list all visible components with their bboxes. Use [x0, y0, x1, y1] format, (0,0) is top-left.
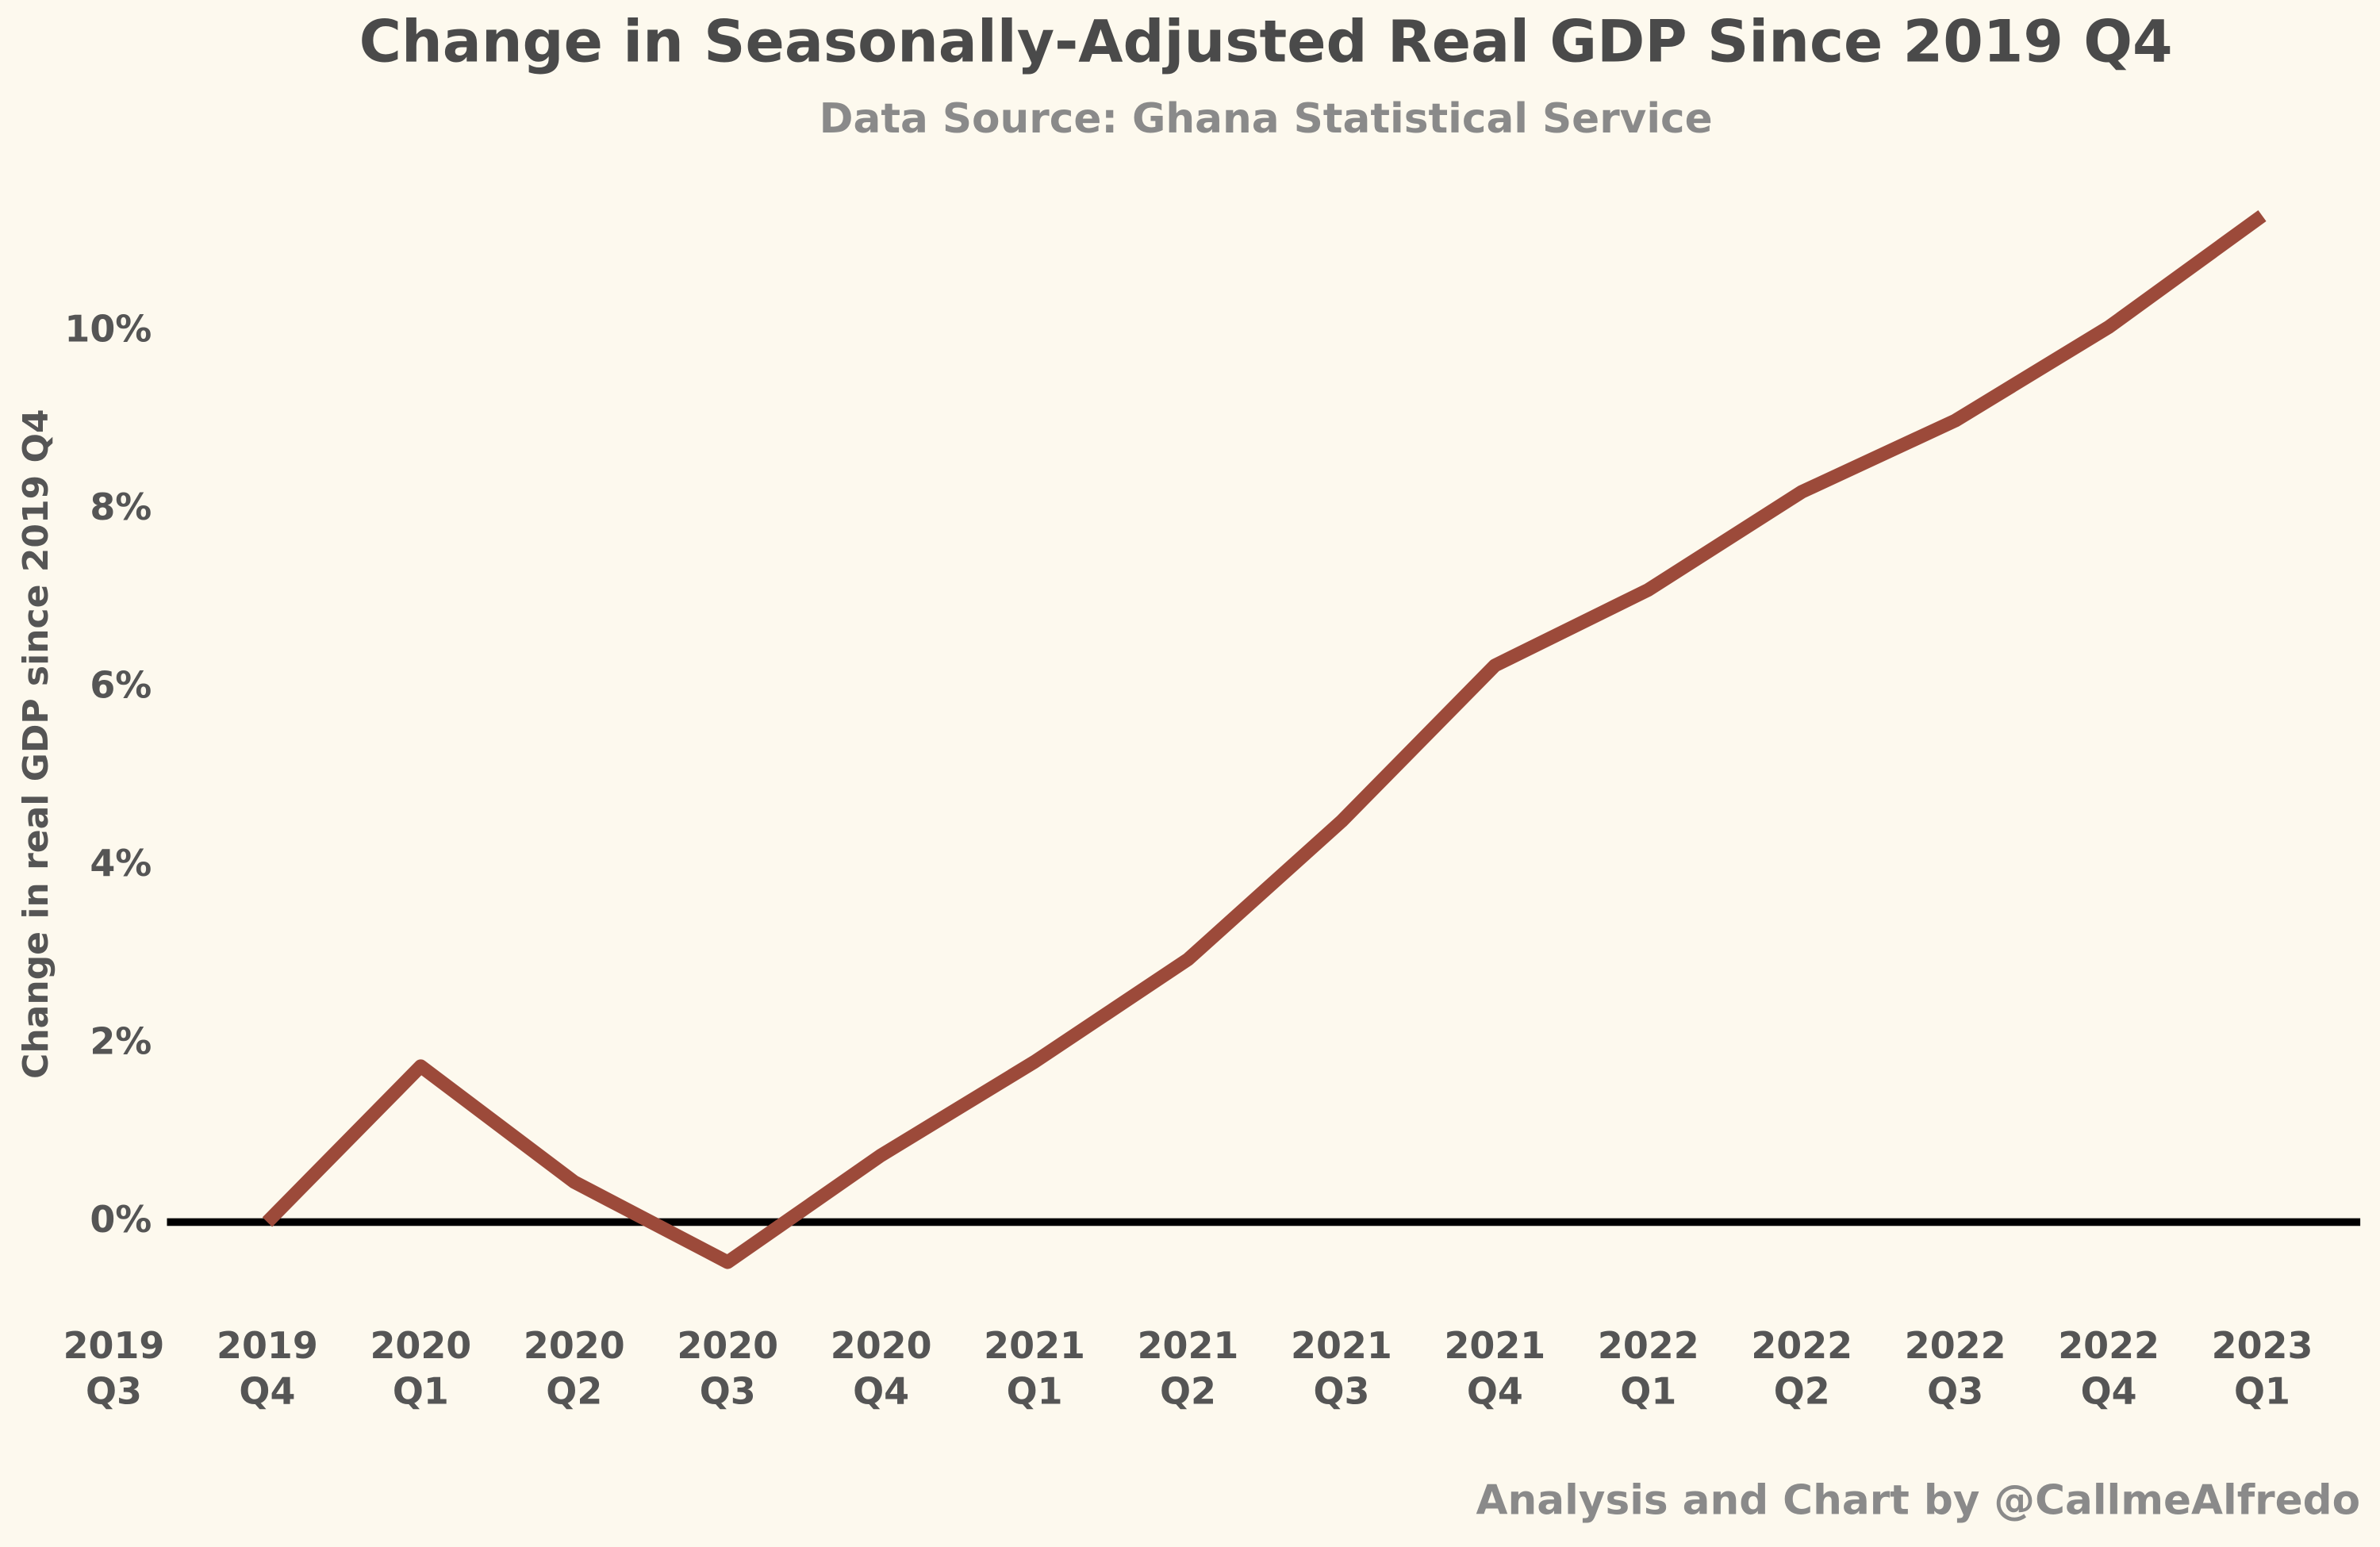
- y-tick-label: 8%: [90, 486, 152, 528]
- x-tick-label: 2022 Q3: [1905, 1324, 2006, 1412]
- x-tick-label: 2023 Q1: [2212, 1324, 2313, 1412]
- x-tick-label: 2022 Q1: [1598, 1324, 1699, 1412]
- x-tick-label: 2020 Q1: [370, 1324, 471, 1412]
- x-tick-label-line: Q1: [2234, 1369, 2290, 1412]
- y-tick-label: 2%: [90, 1019, 152, 1062]
- x-tick-label: 2019 Q4: [217, 1324, 318, 1412]
- x-tick-label-line: 2021: [1444, 1324, 1545, 1367]
- y-tick-label: 0%: [90, 1198, 152, 1241]
- x-tick-label-line: Q4: [2081, 1369, 2137, 1412]
- x-tick-label: 2022 Q4: [2058, 1324, 2159, 1412]
- x-tick-label: 2022 Q2: [1751, 1324, 1852, 1412]
- x-tick-label-line: 2021: [1291, 1324, 1392, 1367]
- x-tick-label-line: Q1: [1007, 1369, 1063, 1412]
- x-tick-label: 2021 Q4: [1444, 1324, 1545, 1412]
- x-tick-label: 2021 Q1: [984, 1324, 1085, 1412]
- x-tick-label-line: Q3: [700, 1369, 756, 1412]
- x-tick-label-line: 2019: [217, 1324, 318, 1367]
- x-tick-label: 2020 Q3: [677, 1324, 778, 1412]
- x-tick-label: 2019 Q3: [63, 1324, 165, 1412]
- y-tick-label: 10%: [64, 307, 152, 350]
- x-tick-label-line: 2020: [831, 1324, 932, 1367]
- x-tick-label: 2021 Q2: [1138, 1324, 1239, 1412]
- x-tick-label-line: Q2: [1774, 1369, 1830, 1412]
- x-tick-label: 2021 Q3: [1291, 1324, 1392, 1412]
- x-tick-label-line: 2020: [524, 1324, 625, 1367]
- x-tick-label-line: 2022: [1905, 1324, 2006, 1367]
- x-tick-label-line: 2021: [984, 1324, 1085, 1367]
- x-tick-label-line: Q4: [1467, 1369, 1523, 1412]
- chart-title: Change in Seasonally-Adjusted Real GDP S…: [359, 10, 2173, 76]
- x-tick-label-line: 2022: [2058, 1324, 2159, 1367]
- x-tick-label-line: 2020: [677, 1324, 778, 1367]
- x-tick-label-line: Q3: [86, 1369, 142, 1412]
- y-tick-label: 6%: [90, 663, 152, 706]
- x-tick-label-line: Q3: [1313, 1369, 1369, 1412]
- x-tick-label-line: 2022: [1751, 1324, 1852, 1367]
- x-tick-label-line: Q2: [1160, 1369, 1216, 1412]
- y-axis-label: Change in real GDP since 2019 Q4: [16, 409, 56, 1078]
- x-tick-label-line: Q2: [546, 1369, 602, 1412]
- x-tick-label-line: Q4: [239, 1369, 295, 1412]
- x-tick-label: 2020 Q4: [831, 1324, 932, 1412]
- x-tick-label-line: 2019: [63, 1324, 165, 1367]
- x-tick-label-line: Q4: [853, 1369, 909, 1412]
- footer: Analysis and Chart by @CallmeAlfredo: [1476, 1476, 2361, 1524]
- x-tick-label-line: 2020: [370, 1324, 471, 1367]
- line-series: [262, 209, 2267, 1269]
- x-tick-label-line: Q3: [1927, 1369, 1983, 1412]
- x-tick-label-line: 2023: [2212, 1324, 2313, 1367]
- x-tick-label-line: 2021: [1138, 1324, 1239, 1367]
- x-tick-label-line: Q1: [393, 1369, 449, 1412]
- x-tick-label: 2020 Q2: [524, 1324, 625, 1412]
- x-tick-label-line: Q1: [1620, 1369, 1676, 1412]
- chart-subtitle: Data Source: Ghana Statistical Service: [820, 95, 1713, 143]
- x-tick-label-line: 2022: [1598, 1324, 1699, 1367]
- y-tick-label: 4%: [90, 842, 152, 885]
